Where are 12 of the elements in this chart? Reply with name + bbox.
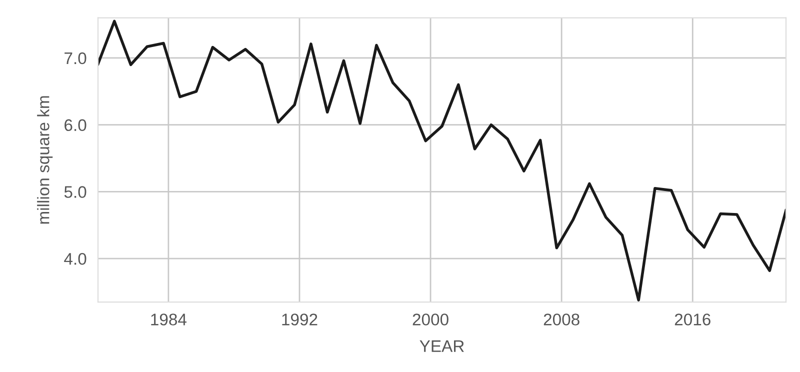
y-tick-label: 7.0 (64, 52, 86, 64)
x-tick-label: 2008 (544, 314, 580, 326)
y-tick-label: 4.0 (64, 253, 86, 265)
y-tick-label: 6.0 (64, 119, 86, 132)
x-axis-title: YEAR (420, 340, 464, 352)
x-tick-label: 2016 (674, 314, 710, 326)
x-tick-label: 1984 (151, 314, 186, 326)
y-tick-label: 5.0 (64, 186, 86, 198)
line-series (98, 20, 786, 302)
y-axis-title: million square km (37, 96, 53, 224)
x-tick-label: 2000 (412, 314, 448, 326)
x-tick-label: 1992 (282, 314, 318, 326)
